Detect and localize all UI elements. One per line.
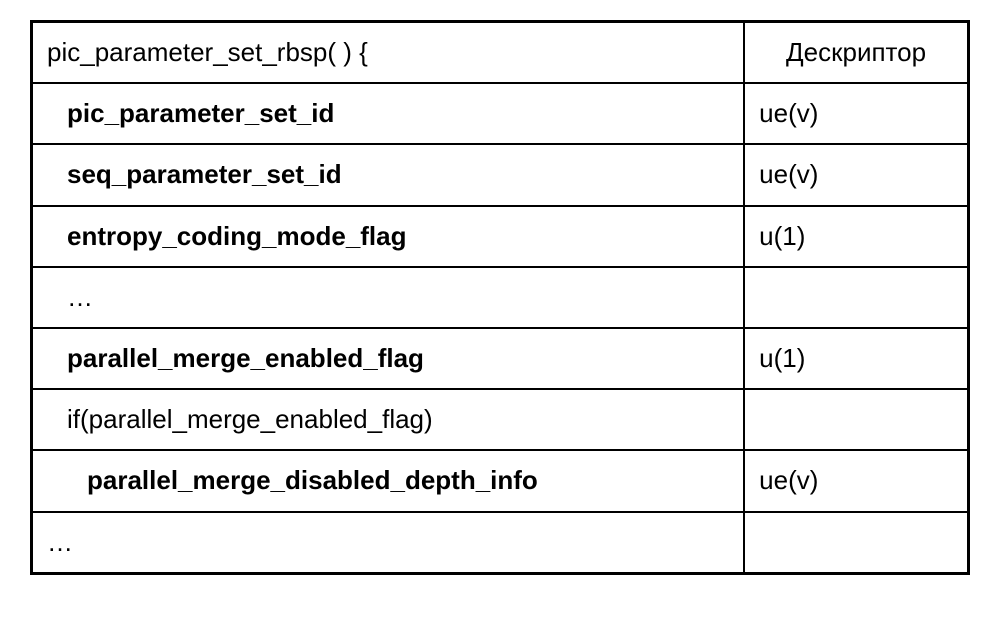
descriptor-cell: ue(v)	[744, 144, 968, 205]
descriptor-cell	[744, 389, 968, 450]
header-syntax: pic_parameter_set_rbsp( ) {	[32, 22, 745, 84]
syntax-cell: seq_parameter_set_id	[32, 144, 745, 205]
table-row: seq_parameter_set_id ue(v)	[32, 144, 969, 205]
syntax-cell: parallel_merge_disabled_depth_info	[32, 450, 745, 511]
syntax-cell: pic_parameter_set_id	[32, 83, 745, 144]
table-header-row: pic_parameter_set_rbsp( ) { Дескриптор	[32, 22, 969, 84]
syntax-cell: …	[32, 512, 745, 574]
table-row: entropy_coding_mode_flag u(1)	[32, 206, 969, 267]
descriptor-cell: ue(v)	[744, 450, 968, 511]
syntax-cell: parallel_merge_enabled_flag	[32, 328, 745, 389]
descriptor-cell: u(1)	[744, 328, 968, 389]
descriptor-cell	[744, 267, 968, 328]
header-descriptor: Дескриптор	[744, 22, 968, 84]
syntax-cell: entropy_coding_mode_flag	[32, 206, 745, 267]
syntax-table: pic_parameter_set_rbsp( ) { Дескриптор p…	[30, 20, 970, 575]
descriptor-cell: ue(v)	[744, 83, 968, 144]
syntax-cell: if(parallel_merge_enabled_flag)	[32, 389, 745, 450]
table-row: if(parallel_merge_enabled_flag)	[32, 389, 969, 450]
descriptor-cell	[744, 512, 968, 574]
table-row: parallel_merge_enabled_flag u(1)	[32, 328, 969, 389]
table-body: pic_parameter_set_id ue(v) seq_parameter…	[32, 83, 969, 573]
table-row: …	[32, 512, 969, 574]
table-row: pic_parameter_set_id ue(v)	[32, 83, 969, 144]
table-row: parallel_merge_disabled_depth_info ue(v)	[32, 450, 969, 511]
descriptor-cell: u(1)	[744, 206, 968, 267]
syntax-cell: …	[32, 267, 745, 328]
table-row: …	[32, 267, 969, 328]
